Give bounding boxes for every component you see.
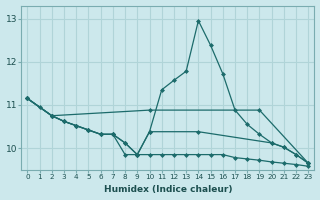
X-axis label: Humidex (Indice chaleur): Humidex (Indice chaleur)	[104, 185, 232, 194]
